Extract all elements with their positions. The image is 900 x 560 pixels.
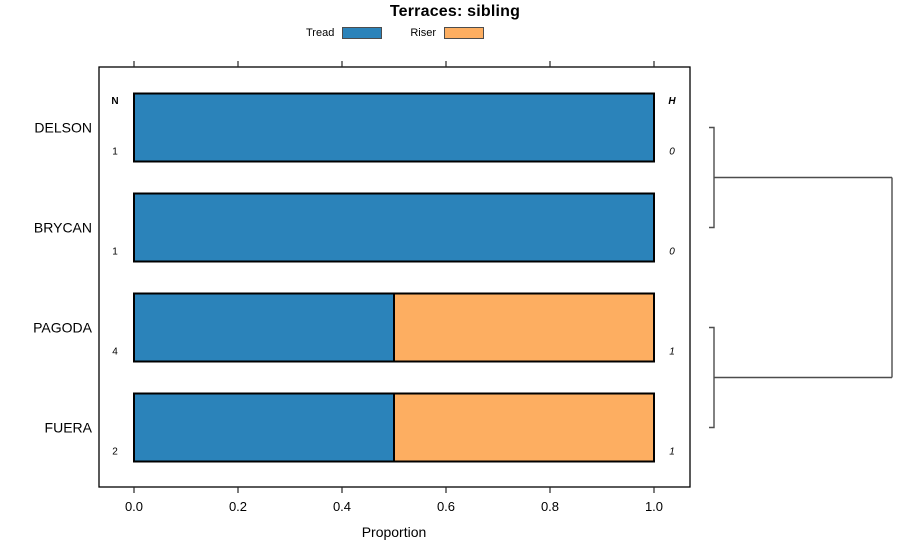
dendrogram-merge-2 xyxy=(709,326,892,429)
category-label-delson: DELSON xyxy=(34,120,92,136)
bar-segment-pagoda-tread xyxy=(133,292,395,363)
bar-segment-fuera-tread xyxy=(133,392,395,463)
x-tick-label: 0.2 xyxy=(229,499,247,514)
h-value-delson: 0 xyxy=(669,147,675,158)
bar-segment-fuera-riser xyxy=(393,392,655,463)
legend: Tread Riser xyxy=(306,25,484,41)
bar-segment-pagoda-riser xyxy=(393,292,655,363)
n-value-delson: 1 xyxy=(112,147,118,158)
n-column-header: N xyxy=(111,96,118,107)
h-column-header: H xyxy=(668,96,676,107)
legend-swatch-tread xyxy=(342,27,383,39)
x-tick-label: 0.0 xyxy=(125,499,143,514)
category-label-brycan: BRYCAN xyxy=(34,220,92,236)
x-axis-label: Proportion xyxy=(362,524,427,540)
legend-label-tread: Tread xyxy=(306,27,335,39)
category-label-pagoda: PAGODA xyxy=(33,320,93,336)
x-tick-label: 0.8 xyxy=(541,499,559,514)
n-value-fuera: 2 xyxy=(112,447,118,458)
category-label-fuera: FUERA xyxy=(45,420,93,436)
x-tick-label: 0.6 xyxy=(437,499,455,514)
h-value-fuera: 1 xyxy=(669,447,675,458)
bar-segment-delson-tread xyxy=(133,92,655,163)
h-value-brycan: 0 xyxy=(669,247,675,258)
chart-title: Terraces: sibling xyxy=(389,3,521,20)
bar-segment-brycan-tread xyxy=(133,192,655,263)
n-value-brycan: 1 xyxy=(112,247,118,258)
h-value-pagoda: 1 xyxy=(669,347,675,358)
x-tick-label: 1.0 xyxy=(645,499,663,514)
n-value-pagoda: 4 xyxy=(112,347,118,358)
legend-label-riser: Riser xyxy=(410,27,436,39)
legend-swatch-riser xyxy=(444,27,484,39)
x-tick-label: 0.4 xyxy=(333,499,351,514)
dendrogram-merge-1 xyxy=(709,126,892,229)
